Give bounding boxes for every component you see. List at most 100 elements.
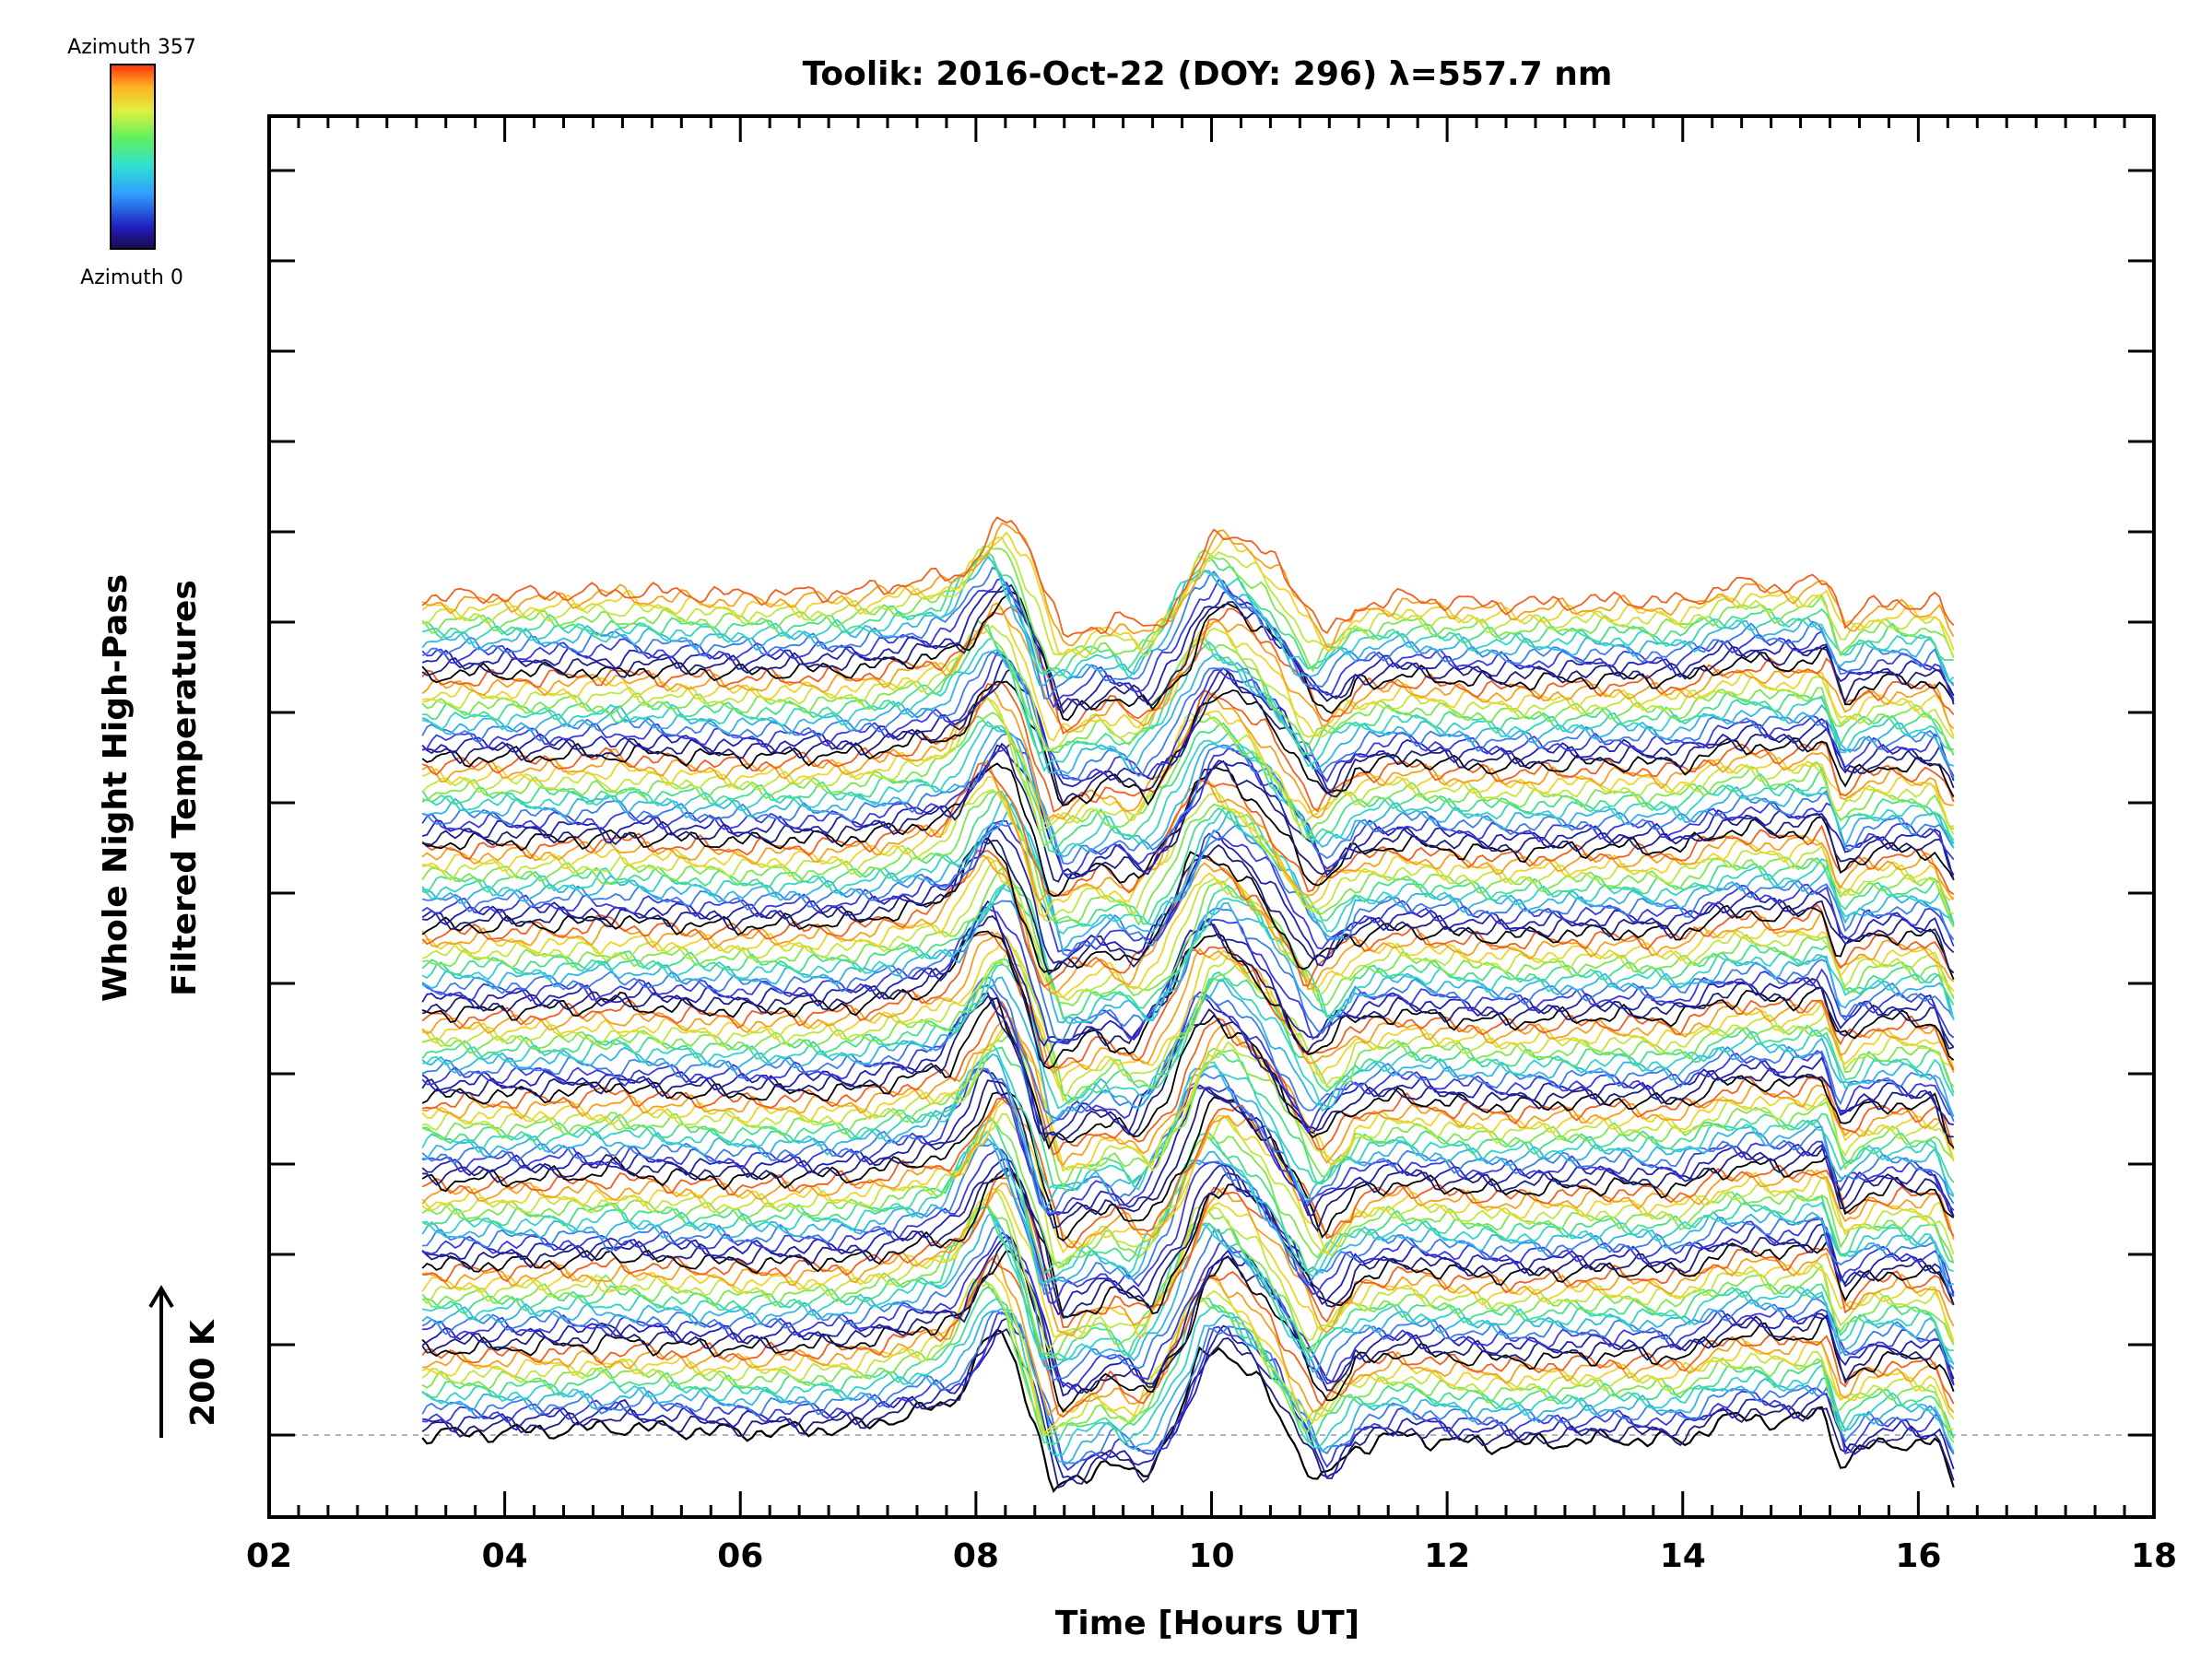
x-axis-label: Time [Hours UT] — [1055, 1605, 1359, 1642]
y-axis-label-line2: Filtered Temperatures — [166, 580, 204, 996]
series-line — [421, 1100, 1955, 1256]
scale-bar-arrow-head — [148, 1285, 174, 1309]
series-line — [421, 531, 1955, 656]
series-line — [421, 819, 1955, 953]
y-axis-label-line1: Whole Night High-Pass — [97, 574, 135, 1002]
plot-frame — [267, 114, 2156, 1519]
series-line — [421, 1188, 1955, 1342]
series-line — [421, 522, 1955, 649]
series-line — [421, 1223, 1955, 1382]
series-line — [422, 1307, 1955, 1464]
series-line — [421, 741, 1955, 877]
series-line — [422, 867, 1955, 1007]
series-line — [422, 802, 1955, 953]
x-tick-labels: 02 04 06 08 10 12 14 16 18 — [246, 1537, 2177, 1575]
x-tick-label: 14 — [1660, 1537, 1706, 1575]
scale-bar-label: 200 K — [184, 1319, 222, 1427]
series-line — [422, 1311, 1955, 1471]
series-line — [421, 1167, 1955, 1319]
series-line — [421, 581, 1955, 712]
series-line — [421, 900, 1955, 1048]
series-line — [422, 1317, 1955, 1480]
series-line — [422, 1231, 1955, 1391]
x-tick-label: 10 — [1188, 1537, 1234, 1575]
series-line — [422, 1000, 1955, 1157]
series-line — [421, 931, 1955, 1075]
series-line — [421, 1249, 1955, 1413]
series-layer — [421, 516, 1955, 1493]
series-line — [421, 1096, 1955, 1250]
series-line — [421, 930, 1955, 1070]
series-line — [421, 1212, 1955, 1373]
series-line — [421, 1270, 1955, 1435]
series-line — [421, 1233, 1955, 1394]
axis-ticks — [267, 116, 2156, 1517]
series-line — [421, 1167, 1955, 1318]
series-line — [421, 1327, 1955, 1489]
series-line — [421, 688, 1954, 820]
series-line — [421, 744, 1955, 880]
series-line — [421, 536, 1955, 659]
series-line — [422, 840, 1955, 976]
series-line — [421, 837, 1955, 981]
series-line — [421, 720, 1955, 856]
series-line — [422, 1182, 1955, 1337]
series-line — [421, 725, 1955, 858]
series-line — [421, 1257, 1955, 1418]
series-line — [421, 1297, 1955, 1456]
x-tick-label: 02 — [246, 1537, 292, 1575]
series-line — [421, 945, 1955, 1102]
chart-title: Toolik: 2016-Oct-22 (DOY: 296) λ=557.7 n… — [803, 55, 1613, 93]
series-line — [421, 791, 1955, 927]
series-line — [421, 719, 1955, 853]
x-tick-label: 06 — [717, 1537, 763, 1575]
series-line — [421, 983, 1955, 1135]
series-line — [421, 651, 1955, 781]
series-line — [421, 742, 1955, 883]
series-line — [421, 1091, 1955, 1242]
series-line — [421, 996, 1955, 1150]
series-line — [421, 1027, 1955, 1171]
series-line — [421, 1069, 1955, 1218]
colorbar-bottom-label: Azimuth 0 — [80, 266, 183, 289]
series-line — [422, 667, 1955, 806]
x-tick-label: 12 — [1424, 1537, 1470, 1575]
series-line — [421, 992, 1954, 1136]
series-line — [422, 1147, 1955, 1305]
series-line — [421, 657, 1955, 794]
series-line — [421, 698, 1955, 830]
series-line — [422, 1015, 1955, 1167]
series-line — [422, 1066, 1955, 1216]
series-line — [421, 790, 1955, 927]
x-tick-label: 18 — [2131, 1537, 2177, 1575]
series-line — [422, 1026, 1955, 1172]
series-line — [421, 961, 1955, 1105]
series-line — [421, 849, 1955, 988]
x-tick-label: 08 — [953, 1537, 999, 1575]
series-line — [421, 606, 1955, 735]
series-line — [421, 577, 1955, 709]
series-line — [421, 1310, 1955, 1465]
series-line — [421, 1042, 1955, 1196]
series-line — [421, 1234, 1955, 1397]
series-line — [421, 651, 1955, 783]
series-line — [422, 788, 1954, 924]
colorbar-top-label: Azimuth 357 — [67, 36, 196, 59]
x-tick-label: 16 — [1895, 1537, 1941, 1575]
series-line — [421, 1114, 1955, 1269]
scale-bar: 200 K — [148, 1285, 222, 1438]
series-line — [421, 516, 1955, 638]
series-line — [421, 761, 1955, 898]
colorbar — [110, 64, 156, 250]
series-line — [421, 1097, 1955, 1249]
series-line — [422, 607, 1955, 742]
series-line — [421, 733, 1955, 865]
series-line — [421, 696, 1955, 835]
series-line — [421, 855, 1955, 999]
series-line — [421, 825, 1955, 967]
plot-area — [267, 114, 2156, 1519]
series-line — [421, 878, 1955, 1020]
x-tick-label: 04 — [482, 1537, 528, 1575]
series-line — [421, 583, 1955, 714]
